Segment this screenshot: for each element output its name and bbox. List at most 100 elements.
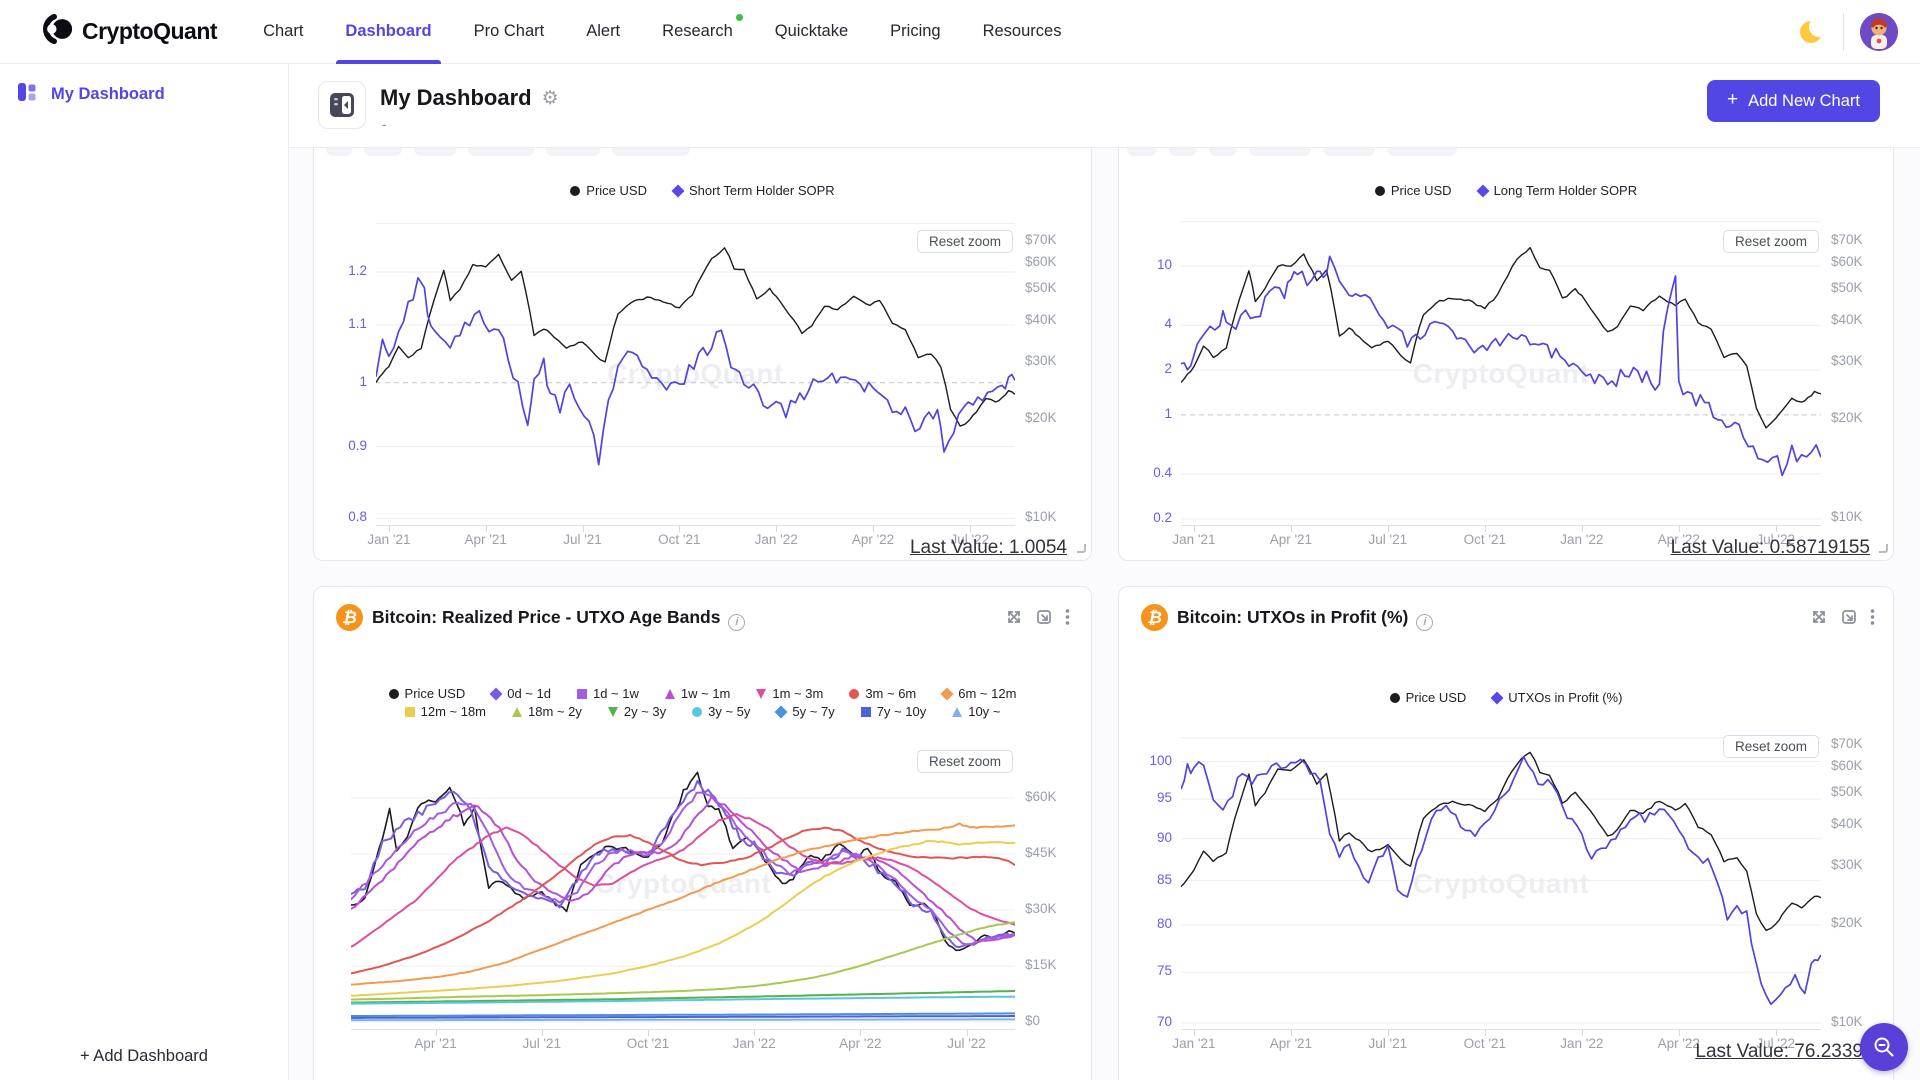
clipped-control-pill[interactable] xyxy=(1169,148,1197,156)
kebab-menu-icon[interactable] xyxy=(1065,608,1070,626)
clipped-control-pill[interactable] xyxy=(612,148,690,156)
last-value-label: Last Value: 0.58719155 xyxy=(1670,537,1870,558)
add-new-chart-button[interactable]: + Add New Chart xyxy=(1707,80,1880,122)
popout-chart-icon[interactable] xyxy=(1840,608,1858,626)
axis-tick-label: Jul '22 xyxy=(1756,532,1796,547)
legend-item[interactable]: Price USD xyxy=(388,685,466,702)
legend-item[interactable]: 1w ~ 1m xyxy=(664,685,730,702)
axis-tick-label: Oct '21 xyxy=(658,532,701,547)
info-icon[interactable]: i xyxy=(1416,614,1434,631)
axis-tick-label: 0.2 xyxy=(1153,509,1172,525)
legend-item[interactable]: 1m ~ 3m xyxy=(756,685,823,702)
axis-tick-label: $10K xyxy=(1025,509,1057,525)
axis-tick-label: $60K xyxy=(1025,254,1057,270)
legend-item[interactable]: UTXOs in Profit (%) xyxy=(1490,689,1622,706)
axis-tick-label: Jan '21 xyxy=(367,532,411,547)
sidebar-item-my-dashboard[interactable]: My Dashboard xyxy=(0,64,288,107)
legend-item[interactable]: 12m ~ 18m xyxy=(404,703,486,720)
legend-label: 18m ~ 2y xyxy=(528,704,582,719)
x-axis-tick xyxy=(1193,526,1195,532)
clipped-control-pill[interactable] xyxy=(468,148,534,156)
legend-label: Price USD xyxy=(404,686,466,701)
legend-item[interactable]: 5y ~ 7y xyxy=(774,703,835,720)
axis-tick-label: 95 xyxy=(1156,790,1172,806)
nav-item-alert[interactable]: Alert xyxy=(586,22,621,40)
x-axis-tick xyxy=(679,526,681,532)
legend-item[interactable]: 2y ~ 3y xyxy=(607,703,666,720)
axis-tick-label: Jan '22 xyxy=(1560,532,1604,547)
nav-item-pro-chart[interactable]: Pro Chart xyxy=(473,22,545,40)
legend-item[interactable]: 0d ~ 1d xyxy=(489,685,551,702)
legend-item[interactable]: 6m ~ 12m xyxy=(940,685,1016,702)
collapse-sidebar-button[interactable] xyxy=(318,81,366,129)
clipped-control-pill[interactable] xyxy=(1209,148,1237,156)
nav-item-resources[interactable]: Resources xyxy=(982,22,1062,40)
clipped-control-pill[interactable] xyxy=(1387,148,1457,156)
clipped-control-pill[interactable] xyxy=(364,148,402,156)
clipped-control-pill[interactable] xyxy=(1127,148,1157,156)
axis-tick-label: 4 xyxy=(1164,316,1172,332)
series-short-term-holder-sopr xyxy=(376,276,1015,466)
reset-zoom-button[interactable]: Reset zoom xyxy=(1722,735,1819,758)
legend-item[interactable]: 7y ~ 10y xyxy=(860,703,926,720)
series-1m-3m xyxy=(351,813,1015,948)
utxo-age-bands-chart-plot[interactable]: CryptoQuant $60K $45K $30K $15K $0 Apr '21 Jul … xyxy=(314,737,1091,1051)
axis-tick-label: $20K xyxy=(1831,410,1863,426)
lth-sopr-chart-plot[interactable]: CryptoQuant 10 4 2 1 0.4 0.2 $70K $60K $50K $40K $3… xyxy=(1119,213,1893,547)
legend-item[interactable]: Price USD xyxy=(570,182,647,199)
nav-item-quicktake[interactable]: Quicktake xyxy=(774,22,849,40)
cryptoquant-logo[interactable]: CryptoQuant xyxy=(40,12,218,51)
collapse-panel-icon xyxy=(330,93,354,117)
x-axis-tick xyxy=(1775,1030,1777,1036)
legend-item[interactable]: Price USD xyxy=(1374,182,1452,199)
card-resize-handle[interactable] xyxy=(1077,544,1086,553)
add-dashboard-button[interactable]: + Add Dashboard xyxy=(80,1047,208,1065)
nav-item-chart[interactable]: Chart xyxy=(263,22,304,40)
legend-item[interactable]: 1d ~ 1w xyxy=(576,685,639,702)
popout-chart-icon[interactable] xyxy=(1035,608,1053,626)
reset-zoom-button[interactable]: Reset zoom xyxy=(916,750,1013,773)
user-avatar[interactable] xyxy=(1860,12,1898,51)
expand-chart-icon[interactable] xyxy=(1810,608,1828,626)
axis-tick-label: Jan '21 xyxy=(1172,1036,1216,1051)
expand-chart-icon[interactable] xyxy=(1005,608,1023,626)
legend-item[interactable]: 18m ~ 2y xyxy=(512,703,582,720)
dashboard-settings-gear-icon[interactable]: ⚙ xyxy=(541,87,559,109)
diamond-legend-marker xyxy=(671,183,685,198)
clipped-control-pill[interactable] xyxy=(1323,148,1375,156)
legend-item[interactable]: Price USD xyxy=(1389,689,1466,706)
sth-sopr-chart-plot[interactable]: CryptoQuant 1.2 1.1 1 0.9 0.8 $70K $60K $50K $40K… xyxy=(314,213,1091,547)
navbar-divider xyxy=(1843,12,1844,51)
nav-item-dashboard[interactable]: Dashboard xyxy=(336,0,441,64)
reset-zoom-button[interactable]: Reset zoom xyxy=(1722,230,1819,253)
legend-item[interactable]: 3y ~ 5y xyxy=(692,703,750,720)
chart-legend: Price USD UTXOs in Profit (%) xyxy=(1119,689,1893,707)
legend-label: 0d ~ 1d xyxy=(507,686,551,701)
utxos-in-profit-chart-plot[interactable]: CryptoQuant 100 95 90 85 80 75 70 $70K $60K $50K $4… xyxy=(1119,736,1893,1051)
x-axis-tick xyxy=(582,526,584,532)
research-new-dot xyxy=(735,13,743,21)
reset-zoom-button[interactable]: Reset zoom xyxy=(916,230,1013,253)
legend-item[interactable]: 10y ~ xyxy=(952,703,1000,720)
last-value-label: Last Value: 1.0054 xyxy=(909,537,1067,558)
axis-tick-label: Jan '22 xyxy=(1560,1036,1604,1051)
legend-item[interactable]: Long Term Holder SOPR xyxy=(1476,182,1637,199)
clipped-control-pill[interactable] xyxy=(326,148,352,156)
legend-item[interactable]: Short Term Holder SOPR xyxy=(671,182,835,199)
kebab-menu-icon[interactable] xyxy=(1870,608,1875,626)
axis-tick-label: 1 xyxy=(1164,405,1172,421)
info-icon[interactable]: i xyxy=(728,614,746,631)
nav-item-research[interactable]: Research xyxy=(662,0,743,64)
zoom-magnifier-fab[interactable] xyxy=(1860,1023,1908,1071)
x-axis-tick xyxy=(541,1030,543,1036)
x-axis-tick xyxy=(1581,1030,1583,1036)
card-resize-handle[interactable] xyxy=(1879,544,1888,553)
page-title: My Dashboard xyxy=(380,85,532,110)
clipped-control-pill[interactable] xyxy=(546,148,600,156)
axis-tick-label: $40K xyxy=(1831,311,1863,327)
nav-item-pricing[interactable]: Pricing xyxy=(890,22,941,40)
clipped-control-pill[interactable] xyxy=(414,148,456,156)
clipped-control-pill[interactable] xyxy=(1249,148,1311,156)
dark-mode-toggle-moon-icon[interactable] xyxy=(1799,16,1829,45)
legend-item[interactable]: 3m ~ 6m xyxy=(849,685,916,702)
